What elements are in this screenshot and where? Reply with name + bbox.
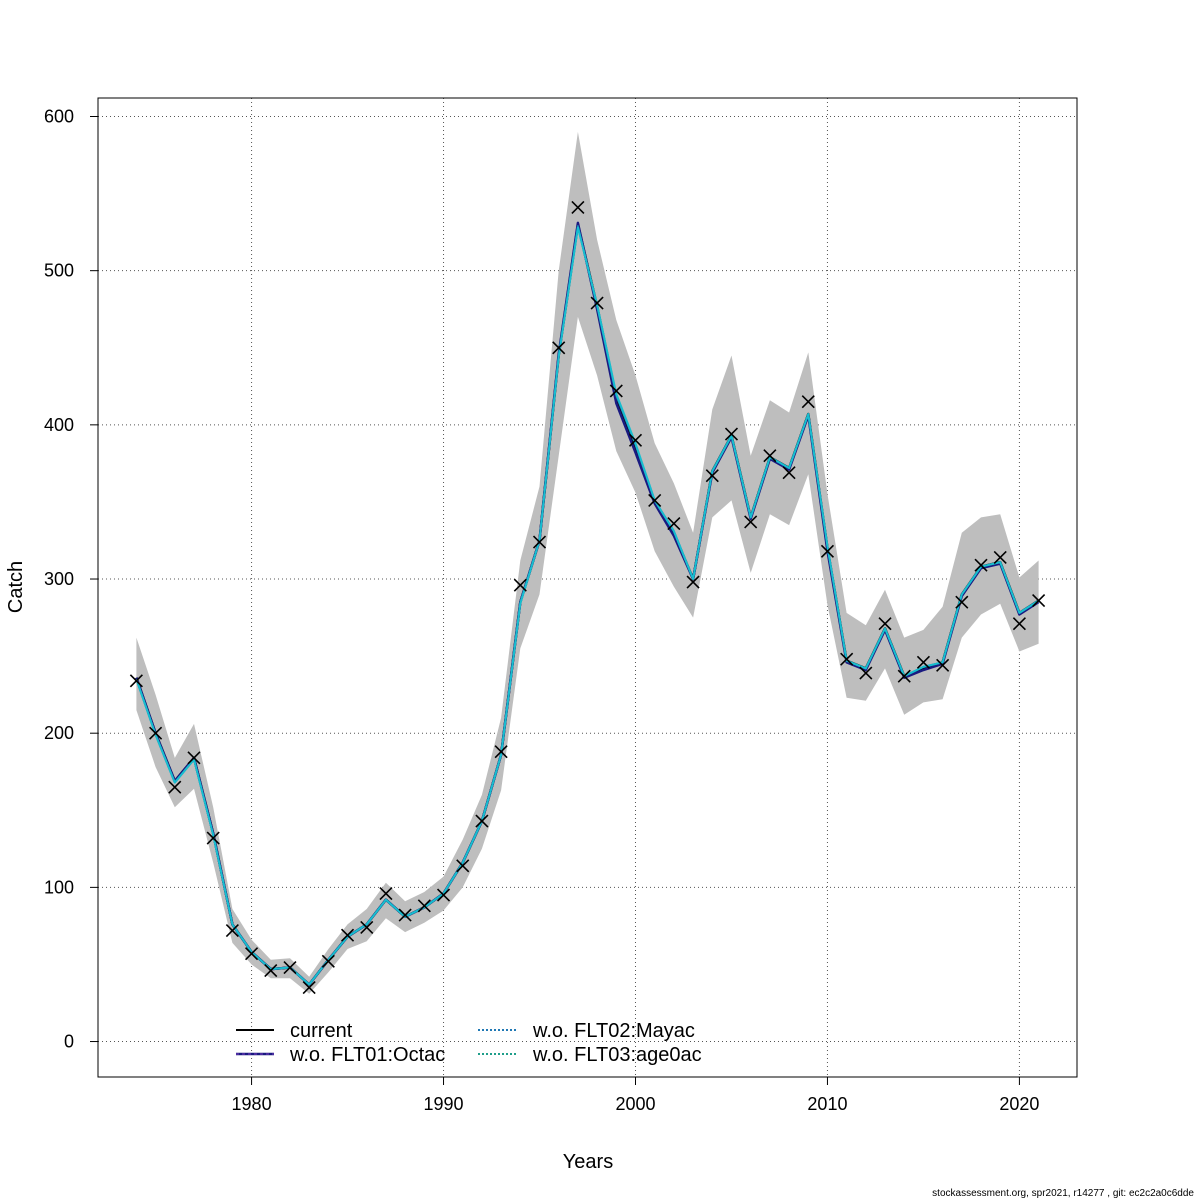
observed-point [609, 384, 623, 398]
observed-point [206, 831, 220, 845]
observed-point [245, 947, 259, 961]
observed-point [379, 886, 393, 901]
observed-point [590, 296, 604, 310]
observed-point [840, 652, 854, 666]
observed-point [801, 395, 815, 409]
observed-point [686, 575, 700, 589]
observed-point [878, 617, 892, 631]
observed-point [667, 516, 681, 531]
observed-point [513, 578, 527, 592]
x-axis-title: Years [563, 1151, 613, 1173]
observed-point [571, 200, 585, 215]
legend-label-flt03: w.o. FLT03:age0ac [532, 1044, 702, 1066]
x-tick-label: 2000 [615, 1094, 655, 1114]
observed-point [648, 493, 662, 507]
y-axis-title: Catch [5, 561, 27, 613]
y-tick-label: 300 [44, 569, 74, 589]
footer-credit: stockassessment.org, spr2021, r14277 , g… [932, 1188, 1194, 1199]
observed-point [859, 666, 873, 680]
observed-catch-points [129, 200, 1046, 995]
y-tick-label: 200 [44, 723, 74, 743]
y-tick-label: 100 [44, 877, 74, 897]
observed-point [340, 928, 355, 942]
series-lines-layer [135, 221, 1040, 986]
y-tick-label: 0 [64, 1032, 74, 1052]
observed-point [302, 981, 316, 995]
legend-entry-flt03: w.o. FLT03:age0ac [478, 1044, 702, 1066]
observed-point [724, 427, 739, 441]
observed-point [360, 920, 374, 935]
x-tick-label: 2010 [807, 1094, 847, 1114]
observed-point [552, 341, 566, 355]
observed-point [475, 814, 489, 828]
observed-point [628, 433, 643, 447]
observed-point [187, 751, 201, 765]
legend-entry-flt02: w.o. FLT02:Mayac [478, 1020, 695, 1042]
observed-point [897, 669, 911, 683]
observed-point [705, 469, 719, 483]
observed-point [494, 745, 508, 759]
confidence-band [136, 131, 1039, 994]
y-tick-label: 400 [44, 415, 74, 435]
legend: current w.o. FLT01:Octac w.o. FLT02:Maya… [236, 1020, 702, 1066]
series-line-4 [135, 226, 1040, 986]
legend-label-flt02: w.o. FLT02:Mayac [532, 1020, 695, 1042]
confidence-band-layer [136, 131, 1039, 994]
legend-entry-current: current [236, 1020, 353, 1042]
observed-point [129, 674, 143, 688]
observed-point [532, 535, 547, 549]
observed-point [936, 658, 950, 672]
observed-point [782, 466, 796, 480]
legend-label-flt01: w.o. FLT01:Octac [289, 1044, 445, 1066]
x-tick-label: 1990 [424, 1094, 464, 1114]
observed-point [993, 550, 1007, 565]
observed-point [974, 558, 988, 572]
legend-label-current: current [290, 1020, 353, 1042]
observed-point [456, 859, 470, 873]
observed-point [168, 780, 182, 794]
observed-point [283, 960, 297, 975]
observed-point [321, 954, 335, 968]
observed-point [417, 899, 431, 913]
observed-point [225, 923, 239, 938]
observed-point [916, 655, 930, 669]
x-tick-label: 1980 [232, 1094, 272, 1114]
observed-point [436, 888, 451, 902]
observed-point [955, 595, 969, 609]
observed-point [1012, 617, 1026, 631]
y-tick-label: 600 [44, 107, 74, 127]
observed-point [763, 449, 777, 463]
legend-entry-flt01: w.o. FLT01:Octac [236, 1044, 445, 1066]
y-axis: 0 100 200 300 400 500 600 [44, 107, 98, 1052]
observed-point [149, 726, 163, 740]
y-tick-label: 500 [44, 261, 74, 281]
observed-point [744, 515, 758, 529]
observed-point [264, 964, 278, 978]
observed-point [1032, 594, 1046, 608]
observed-point [398, 908, 412, 922]
x-axis: 1980 1990 2000 2010 2020 [232, 1077, 1039, 1114]
plot-frame [97, 97, 1078, 1078]
observed-point [820, 544, 835, 558]
x-tick-label: 2020 [999, 1094, 1039, 1114]
